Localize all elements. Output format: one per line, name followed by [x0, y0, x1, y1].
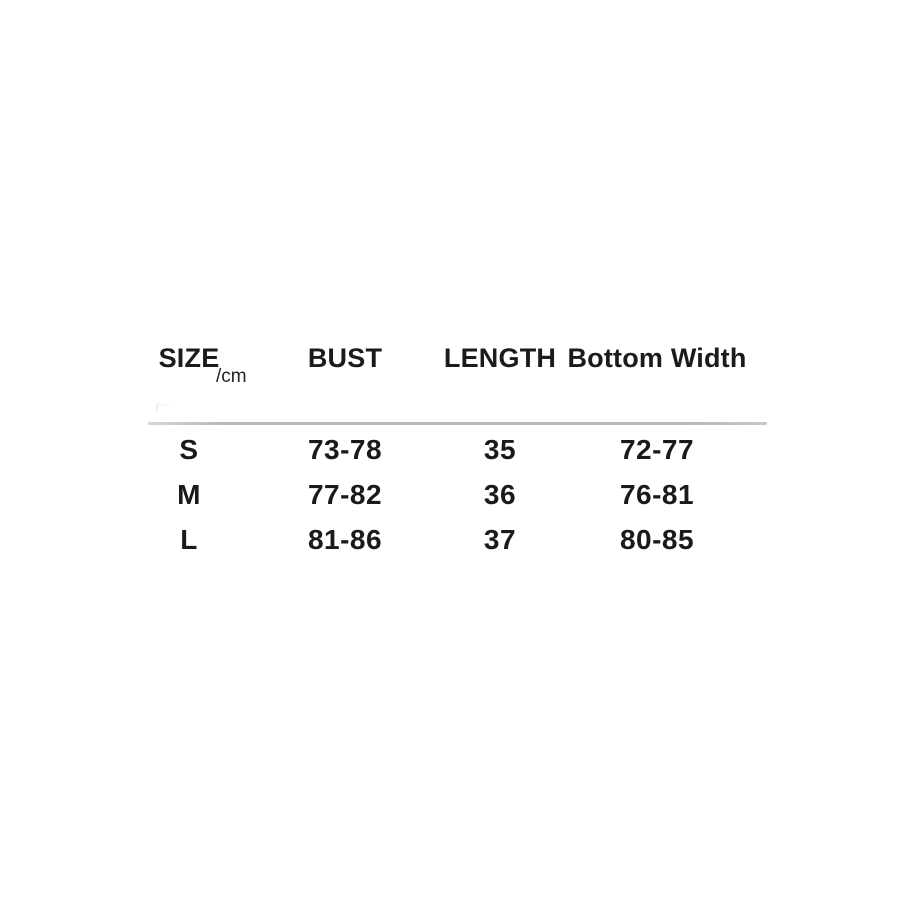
header-cell-bottom-width: Bottom Width	[567, 343, 747, 373]
scan-artifact-mark	[155, 402, 169, 414]
header-cell-size: SIZE	[158, 343, 220, 373]
cell-length: 35	[483, 434, 517, 465]
size-chart-table: SIZE BUST LENGTH Bottom Width /cm S 73-7…	[148, 338, 768, 568]
cell-bottom-width: 72-77	[619, 434, 695, 465]
table-header-row: SIZE BUST LENGTH Bottom Width	[148, 343, 768, 377]
table-row: L 81-86 37 80-85	[148, 524, 768, 558]
cell-length: 37	[483, 524, 517, 555]
cell-size: S	[179, 434, 199, 465]
header-divider-line	[148, 422, 767, 425]
header-cell-length: LENGTH	[443, 343, 557, 373]
table-row: S 73-78 35 72-77	[148, 434, 768, 468]
cell-bust: 81-86	[307, 524, 383, 555]
cell-size: M	[177, 479, 201, 510]
cell-bottom-width: 76-81	[619, 479, 695, 510]
header-cell-bust: BUST	[307, 343, 383, 373]
cell-bust: 73-78	[307, 434, 383, 465]
cell-size: L	[180, 524, 198, 555]
cell-bottom-width: 80-85	[619, 524, 695, 555]
cell-bust: 77-82	[307, 479, 383, 510]
cell-length: 36	[483, 479, 517, 510]
table-row: M 77-82 36 76-81	[148, 479, 768, 513]
unit-label: /cm	[216, 366, 247, 387]
